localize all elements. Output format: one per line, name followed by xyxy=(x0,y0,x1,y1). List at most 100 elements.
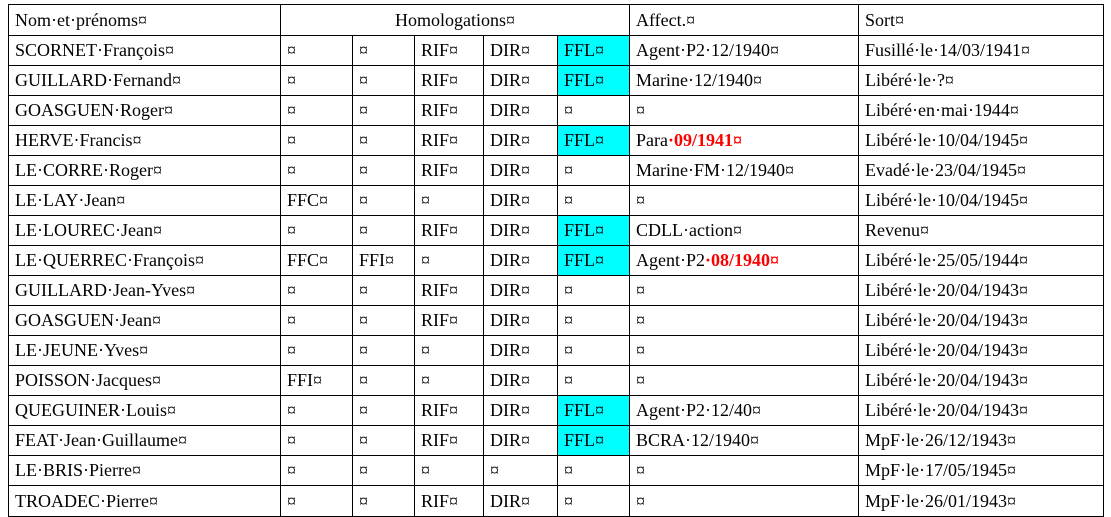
cell-homologation-3: RIF¤ xyxy=(414,125,484,156)
cell-homologation-4: DIR¤ xyxy=(483,365,558,396)
cell-homologation-4: DIR¤ xyxy=(483,95,558,126)
table-row: GOASGUEN·Roger¤ ¤ ¤ RIF¤ DIR¤ ¤ ¤ Libéré·en·mai… xyxy=(8,95,1104,126)
header-nom: Nom·et·prénoms¤ xyxy=(8,4,281,36)
cell-homologation-5: FFL¤ xyxy=(557,125,630,156)
affect-text: Agent·P2 xyxy=(636,250,705,270)
cell-homologation-3: RIF¤ xyxy=(414,395,484,426)
cell-homologation-5: ¤ xyxy=(557,335,630,366)
cell-affect: ¤ xyxy=(629,365,859,396)
cell-homologation-3: RIF¤ xyxy=(414,155,484,186)
table-row: QUEGUINER·Louis¤ ¤ ¤ RIF¤ DIR¤ FFL¤ Agent·P2·1… xyxy=(8,395,1104,426)
affect-text: ¤ xyxy=(636,280,645,300)
cell-homologation-2: ¤ xyxy=(352,215,415,246)
cell-sort: Libéré·le·20/04/1943¤ xyxy=(858,395,1104,426)
affect-text: Agent·P2·12/40¤ xyxy=(636,400,761,420)
cell-homologation-3: RIF¤ xyxy=(414,35,484,66)
cell-homologation-2: ¤ xyxy=(352,95,415,126)
cell-sort: Libéré·en·mai·1944¤ xyxy=(858,95,1104,126)
cell-homologation-2: ¤ xyxy=(352,305,415,336)
cell-affect: ¤ xyxy=(629,275,859,306)
cell-homologation-5: ¤ xyxy=(557,185,630,216)
cell-homologation-4: DIR¤ xyxy=(483,275,558,306)
cell-sort: Revenu¤ xyxy=(858,215,1104,246)
table-row: POISSON·Jacques¤ FFI¤ ¤ ¤ DIR¤ ¤ ¤ Libéré·le·20… xyxy=(8,365,1104,396)
cell-affect: ¤ xyxy=(629,305,859,336)
cell-homologation-1: ¤ xyxy=(280,125,353,156)
cell-sort: Libéré·le·25/05/1944¤ xyxy=(858,245,1104,276)
cell-affect: ¤ xyxy=(629,335,859,366)
cell-homologation-4: DIR¤ xyxy=(483,335,558,366)
cell-affect: Agent·P2·08/1940¤ xyxy=(629,245,859,276)
cell-nom: LE·JEUNE·Yves¤ xyxy=(8,335,281,366)
affect-text: ¤ xyxy=(636,460,645,480)
cell-sort: MpF·le·26/12/1943¤ xyxy=(858,425,1104,456)
cell-homologation-1: ¤ xyxy=(280,65,353,96)
cell-sort: Libéré·le·?¤ xyxy=(858,65,1104,96)
cell-nom: SCORNET·François¤ xyxy=(8,35,281,66)
cell-homologation-1: ¤ xyxy=(280,95,353,126)
affect-text: ¤ xyxy=(636,190,645,210)
cell-homologation-1: ¤ xyxy=(280,305,353,336)
cell-homologation-4: DIR¤ xyxy=(483,245,558,276)
cell-homologation-5: FFL¤ xyxy=(557,395,630,426)
cell-homologation-1: FFI¤ xyxy=(280,365,353,396)
cell-homologation-5: ¤ xyxy=(557,365,630,396)
affect-text: ¤ xyxy=(636,370,645,390)
cell-homologation-3: RIF¤ xyxy=(414,305,484,336)
header-sort: Sort¤ xyxy=(858,4,1104,36)
cell-homologation-1: ¤ xyxy=(280,35,353,66)
cell-sort: Libéré·le·10/04/1945¤ xyxy=(858,125,1104,156)
affect-text: Marine·12/1940¤ xyxy=(636,70,762,90)
cell-homologation-2: ¤ xyxy=(352,365,415,396)
cell-homologation-2: ¤ xyxy=(352,455,415,486)
affect-text: Agent·P2·12/1940¤ xyxy=(636,40,779,60)
cell-homologation-2: ¤ xyxy=(352,395,415,426)
cell-homologation-5: FFL¤ xyxy=(557,65,630,96)
cell-affect: Marine·FM·12/1940¤ xyxy=(629,155,859,186)
cell-homologation-2: ¤ xyxy=(352,185,415,216)
cell-homologation-1: ¤ xyxy=(280,155,353,186)
cell-affect: ¤ xyxy=(629,95,859,126)
cell-nom: LE·CORRE·Roger¤ xyxy=(8,155,281,186)
affect-text: BCRA·12/1940¤ xyxy=(636,430,760,450)
cell-nom: GOASGUEN·Jean¤ xyxy=(8,305,281,336)
cell-homologation-1: ¤ xyxy=(280,425,353,456)
cell-affect: CDLL·action¤ xyxy=(629,215,859,246)
cell-affect: ¤ xyxy=(629,455,859,486)
affect-text: ¤ xyxy=(636,490,645,511)
cell-homologation-3: RIF¤ xyxy=(414,95,484,126)
cell-nom: LE·QUERREC·François¤ xyxy=(8,245,281,276)
cell-homologation-2: ¤ xyxy=(352,35,415,66)
cell-homologation-5: FFL¤ xyxy=(557,425,630,456)
cell-homologation-1: ¤ xyxy=(280,335,353,366)
cell-homologation-5: ¤ xyxy=(557,455,630,486)
cell-homologation-1: FFC¤ xyxy=(280,185,353,216)
cell-affect: Agent·P2·12/40¤ xyxy=(629,395,859,426)
cell-homologation-3: RIF¤ xyxy=(414,275,484,306)
table-row: GOASGUEN·Jean¤ ¤ ¤ RIF¤ DIR¤ ¤ ¤ Libéré·le·20/0… xyxy=(8,305,1104,336)
table-row: GUILLARD·Fernand¤ ¤ ¤ RIF¤ DIR¤ FFL¤ Marine·12… xyxy=(8,65,1104,96)
cell-homologation-4: ¤ xyxy=(483,455,558,486)
cell-homologation-4: DIR¤ xyxy=(483,215,558,246)
affect-date-highlight: ·08/1940¤ xyxy=(705,250,780,270)
cell-homologation-1: ¤ xyxy=(280,215,353,246)
cell-homologation-5: FFL¤ xyxy=(557,35,630,66)
cell-nom: GUILLARD·Fernand¤ xyxy=(8,65,281,96)
cell-nom: GUILLARD·Jean-Yves¤ xyxy=(8,275,281,306)
cell-homologation-1: ¤ xyxy=(280,395,353,426)
cell-homologation-5: ¤ xyxy=(557,95,630,126)
table-row: LE·JEUNE·Yves¤ ¤ ¤ ¤ DIR¤ ¤ ¤ Libéré·le·20/04/1… xyxy=(8,335,1104,366)
table-row: GUILLARD·Jean-Yves¤ ¤ ¤ RIF¤ DIR¤ ¤ ¤ Libéré·le… xyxy=(8,275,1104,306)
cell-nom: LE·BRIS·Pierre¤ xyxy=(8,455,281,486)
cell-affect: Marine·12/1940¤ xyxy=(629,65,859,96)
affect-text: Marine·FM·12/1940¤ xyxy=(636,160,794,180)
cell-homologation-4: DIR¤ xyxy=(483,155,558,186)
cell-nom: FEAT·Jean·Guillaume¤ xyxy=(8,425,281,456)
cell-nom: HERVE·Francis¤ xyxy=(8,125,281,156)
table-row: LE·QUERREC·François¤ FFC¤ FFI¤ ¤ DIR¤ FFL¤ Age… xyxy=(8,245,1104,276)
cell-homologation-4: DIR¤ xyxy=(483,65,558,96)
table-row: HERVE·Francis¤ ¤ ¤ RIF¤ DIR¤ FFL¤ Para·09/1941… xyxy=(8,125,1104,156)
cell-homologation-1: ¤ xyxy=(280,275,353,306)
cell-sort: MpF·le·17/05/1945¤ xyxy=(858,455,1104,486)
cell-homologation-2: FFI¤ xyxy=(352,245,415,276)
